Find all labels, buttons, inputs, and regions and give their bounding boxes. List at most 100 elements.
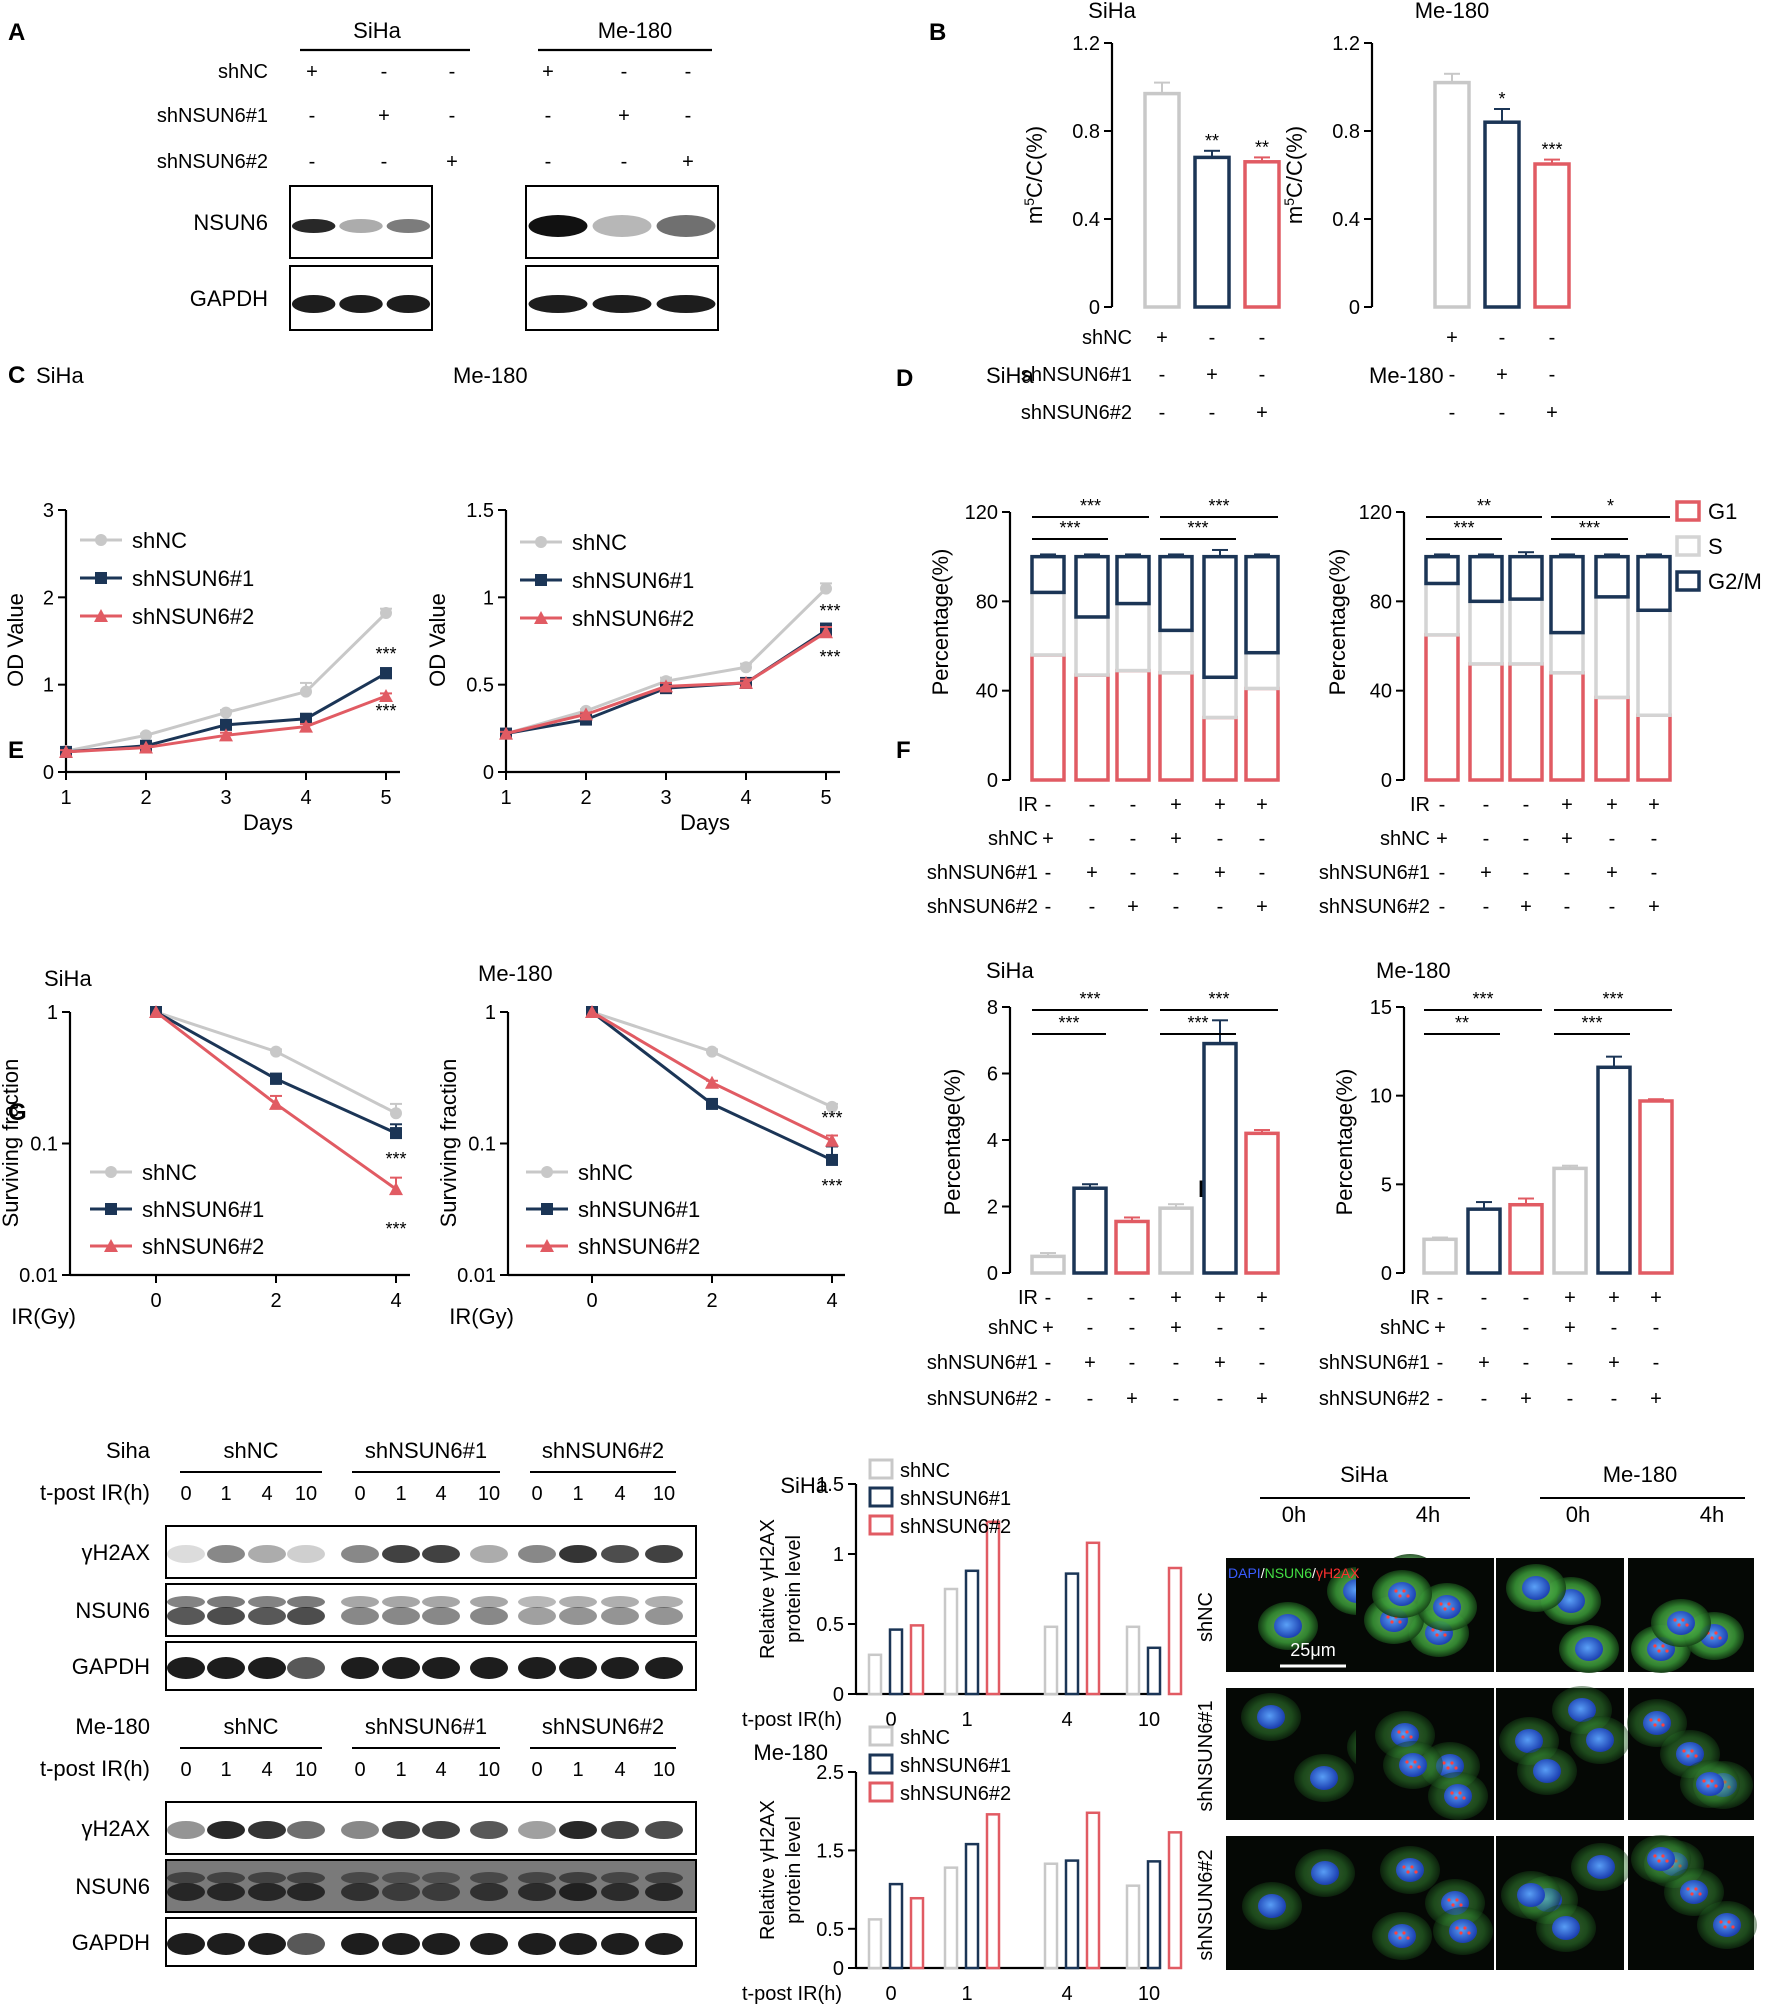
blot-band (287, 1872, 325, 1884)
panelC-sig-mark: *** (819, 601, 840, 621)
panelF-me180-sign: - (1567, 1352, 1574, 1374)
panelD-siha-y-tick-label: 40 (976, 681, 998, 703)
panelD-siha-sign: - (1045, 794, 1052, 816)
panelG-siha-time-value: 10 (653, 1483, 675, 1505)
blot-band (207, 1821, 245, 1839)
panelA-sign: - (545, 151, 552, 173)
ylabel-part: m (1022, 206, 1047, 224)
panelC-siha-y-tick-label: 3 (43, 500, 54, 522)
panelD-siha-title: SiHa (986, 363, 1034, 388)
blot-band (559, 1545, 597, 1563)
panelD-me180-bar-segment (1424, 633, 1460, 782)
cell-nucleus (1258, 1894, 1286, 1918)
panelC-me180-x-tick-label: 4 (740, 787, 751, 809)
panelG-me180-blot-label: GAPDH (72, 1930, 150, 1955)
panelG-chart-me180-time-label: t-post IR(h) (742, 1983, 842, 2005)
foci-dot (1714, 1631, 1718, 1635)
blot-band (528, 215, 588, 237)
panelD-me180-sign: - (1483, 794, 1490, 816)
panelA-sign: + (306, 61, 318, 83)
panelF-me180-sign: + (1478, 1352, 1490, 1374)
foci-dot (1459, 1903, 1463, 1907)
panelA-blot-nsun6 (525, 185, 719, 259)
blot-band (287, 1821, 325, 1839)
cell-nucleus (1388, 1924, 1416, 1948)
panelB-sign: - (1499, 327, 1506, 349)
panelE-ylabel-me180: Surviving fraction (436, 1059, 461, 1228)
panelB-1-y-tick-label: 1.2 (1332, 33, 1360, 55)
blot-band (422, 1883, 460, 1901)
panelE-sig-mark: *** (385, 1149, 406, 1169)
blot-band (287, 1657, 325, 1679)
panelD-me180-row-label: IR (1410, 794, 1430, 816)
panelF-siha-bar (1158, 1206, 1194, 1275)
panelE-siha-point (270, 1072, 282, 1085)
foci-dot (1402, 1589, 1406, 1593)
panelC-siha-x-tick-label: 3 (220, 787, 231, 809)
panelG-chart-siha-ylabel: Relative γH2AX (757, 1519, 779, 1659)
panelC-siha-legend-item: shNSUN6#2 (80, 604, 254, 629)
panelD-me180-sign: - (1651, 828, 1658, 850)
panelF-siha-sign: + (1170, 1317, 1182, 1339)
panelG-me180-time-value: 1 (572, 1759, 583, 1781)
foci-dot (1406, 1936, 1410, 1940)
foci-dot (1681, 1618, 1685, 1622)
panelG-siha-time-value: 10 (295, 1483, 317, 1505)
panelE-me180-x-tick-label: 0 (586, 1290, 597, 1312)
panelD-siha-ylabel: Percentage(%) (928, 549, 953, 696)
ylabel-part: C/C(%) (1022, 126, 1047, 198)
panelF-me180-sign: - (1437, 1352, 1444, 1374)
foci-dot (1451, 1903, 1455, 1907)
blot-band (470, 1933, 508, 1955)
panelA-sign: + (542, 61, 554, 83)
panelA-blot-gapdh (289, 265, 433, 331)
blot-band (167, 1872, 205, 1884)
panelB-bar (1193, 155, 1231, 309)
panelG-chart-me180-x-tick-label: 0 (885, 1983, 896, 2005)
legend-marker (535, 574, 547, 586)
panelF-me180-row-label: shNSUN6#2 (1319, 1388, 1430, 1410)
panelF-siha-sign: + (1256, 1388, 1268, 1410)
panelD-siha-row-label: IR (1018, 794, 1038, 816)
panelF-me180-y-tick-label: 15 (1370, 997, 1392, 1019)
panelE-xlabel-me180: IR(Gy) (449, 1304, 514, 1329)
stain-part: NSUN6 (1265, 1565, 1313, 1581)
panelH-row-label: shNSUN6#1 (1195, 1700, 1217, 1811)
panelD-siha-sig-mark: *** (1187, 518, 1208, 538)
foci-dot (1458, 1791, 1462, 1795)
panelH-time-label: 0h (1566, 1502, 1590, 1527)
cell-nucleus (1449, 1919, 1477, 1943)
panelA-sign: - (621, 151, 628, 173)
panelE-siha-y-tick-label: 0.01 (19, 1265, 58, 1287)
panelD-siha-bar-segment (1158, 628, 1194, 675)
foci-dot (1677, 1623, 1681, 1627)
panelE-siha-x-tick-label: 4 (390, 1290, 401, 1312)
panelH-image-tile (1628, 1558, 1754, 1673)
blot-band (248, 1883, 286, 1901)
panelC-siha-point (379, 689, 393, 703)
panelG-siha-cell-line: Siha (106, 1438, 151, 1463)
panelG-chart-me180-ylabel: protein level (783, 1816, 805, 1924)
panelG-chart-siha-bar (1043, 1625, 1059, 1696)
panelD-me180-sign: - (1523, 794, 1530, 816)
panelD-me180-ylabel: Percentage(%) (1325, 549, 1350, 696)
foci-dot (1694, 1754, 1698, 1758)
panelG-me180-blot-2 (165, 1917, 697, 1967)
blot-band (645, 1883, 683, 1901)
foci-dot (1454, 1796, 1458, 1800)
panelA-sign: - (381, 151, 388, 173)
blot-band (341, 1607, 379, 1625)
panelE-sig-mark: *** (385, 1219, 406, 1239)
panelC-title-siha: SiHa (36, 363, 84, 388)
panelD-me180-sign: + (1606, 794, 1618, 816)
blot-band (470, 1596, 508, 1608)
foci-dot (1398, 1594, 1402, 1598)
blot-band (518, 1607, 556, 1625)
panelC-siha-legend-label: shNC (132, 528, 187, 553)
foci-dot (1665, 1859, 1669, 1863)
panelG-chart-siha-bar (888, 1628, 904, 1696)
foci-dot (1417, 1765, 1421, 1769)
blot-band (559, 1883, 597, 1901)
panelE-me180-series-line (591, 1010, 833, 1109)
panelF-siha-sign: - (1217, 1388, 1224, 1410)
